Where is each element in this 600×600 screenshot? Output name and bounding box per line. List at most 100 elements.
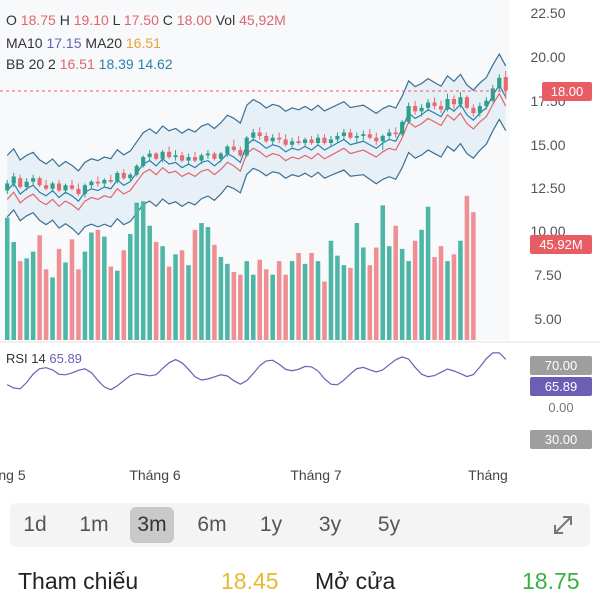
timeframe-1m[interactable]: 1m <box>79 513 109 536</box>
bb-upper-value: 16.51 <box>59 56 95 72</box>
volume-bar <box>238 274 243 340</box>
open-value: 18.75 <box>20 12 56 28</box>
candle-body <box>277 137 282 140</box>
candle-body <box>477 106 482 114</box>
close-label: C <box>162 12 173 28</box>
volume-bar <box>361 247 366 340</box>
volume-bar <box>153 242 159 340</box>
candle-body <box>471 107 476 114</box>
volume-bar <box>89 232 94 340</box>
candle-body <box>50 183 55 189</box>
candle-body <box>438 106 444 110</box>
price-tag: 18.00 <box>542 82 592 101</box>
candle-body <box>419 107 424 112</box>
candle-body <box>484 100 489 107</box>
volume-bar <box>179 250 185 340</box>
volume-bar <box>95 229 101 340</box>
candle-body <box>387 132 392 136</box>
candle-body <box>179 155 185 161</box>
ma10-line <box>6 83 507 202</box>
bollinger-band-fill <box>7 54 506 235</box>
candle-body <box>361 134 366 136</box>
volume-bar <box>451 254 457 340</box>
candle-body <box>186 157 191 161</box>
candle-body <box>393 132 398 135</box>
volume-bar <box>43 269 49 340</box>
timeframe-1d[interactable]: 1d <box>23 513 47 536</box>
volume-tag: 45.92M <box>530 235 592 254</box>
expand-icon[interactable] <box>550 512 576 538</box>
timeframe-1y[interactable]: 1y <box>259 513 283 536</box>
timeframe-5y[interactable]: 5y <box>377 513 401 536</box>
volume-bar <box>335 255 340 340</box>
volume-bar <box>140 201 146 340</box>
candle-body <box>56 183 62 191</box>
volume-bar <box>419 229 424 340</box>
timeframe-6m[interactable]: 6m <box>197 513 227 536</box>
volume-bar <box>386 246 392 340</box>
candle-body <box>458 97 463 105</box>
candle-body <box>11 176 16 184</box>
candle-body <box>309 139 314 143</box>
volume-bar <box>270 274 275 340</box>
volume-bar <box>30 251 36 340</box>
candle-body <box>173 155 178 158</box>
y-tick-label: 7.50 <box>534 267 561 283</box>
timeframe-3y[interactable]: 3y <box>318 513 342 536</box>
candle-body <box>270 137 275 142</box>
volume-bar <box>199 223 204 340</box>
candle-body <box>76 188 81 195</box>
ma10-label: MA10 <box>6 35 43 51</box>
high-value: 19.10 <box>73 12 109 28</box>
volume-bar <box>231 272 237 340</box>
volume-bar <box>296 252 301 340</box>
candle-body <box>44 185 49 189</box>
timeframe-3m[interactable]: 3m <box>130 507 174 543</box>
candle-body <box>89 181 94 186</box>
volume-bar <box>367 265 373 340</box>
volume-bar <box>432 257 437 340</box>
candle-body <box>37 178 42 186</box>
candle-body <box>108 179 113 182</box>
candle-body <box>451 99 457 105</box>
candle-body <box>154 153 159 159</box>
candle-body <box>69 185 75 189</box>
candle-body <box>5 183 10 191</box>
bb-label: BB 20 2 <box>6 56 56 72</box>
volume-bar <box>322 281 327 340</box>
ma-legend: MA10 17.15 MA20 16.51 <box>6 35 161 51</box>
volume-bar <box>380 205 386 340</box>
candle-body <box>296 141 301 143</box>
x-tick-label: Tháng 6 <box>129 467 181 483</box>
bb-lower-value: 14.62 <box>137 56 173 72</box>
candle-body <box>147 153 152 158</box>
candle-body <box>367 134 372 138</box>
volume-bar <box>160 246 165 340</box>
candle-body <box>425 102 431 108</box>
candle-body <box>302 139 308 143</box>
volume-bar <box>121 250 127 340</box>
volume-bar <box>289 261 295 340</box>
candle-body <box>134 165 139 175</box>
candle-body <box>257 132 262 136</box>
y-tick-label: 22.50 <box>530 5 565 21</box>
close-value: 18.00 <box>176 12 212 28</box>
rsi-value: 65.89 <box>49 351 82 366</box>
rsi-mid-tag: 0.00 <box>548 400 574 415</box>
high-label: H <box>59 12 70 28</box>
candle-body <box>322 137 327 143</box>
candle-body <box>31 178 36 182</box>
volume-bar <box>50 277 55 340</box>
volume-bar <box>257 259 263 340</box>
volume-bar <box>425 206 431 340</box>
stock-chart[interactable]: 22.5020.0017.5015.0012.5010.007.505.00ng… <box>0 0 600 500</box>
candle-body <box>102 179 107 184</box>
open-label: O <box>6 12 17 28</box>
y-tick-label: 5.00 <box>534 311 561 327</box>
candle-body <box>290 141 295 145</box>
bb-lower-line <box>6 118 507 236</box>
candle-body <box>205 153 211 156</box>
volume-bar <box>17 261 23 340</box>
x-tick-label: Tháng 7 <box>290 467 342 483</box>
candle-body <box>95 181 100 184</box>
